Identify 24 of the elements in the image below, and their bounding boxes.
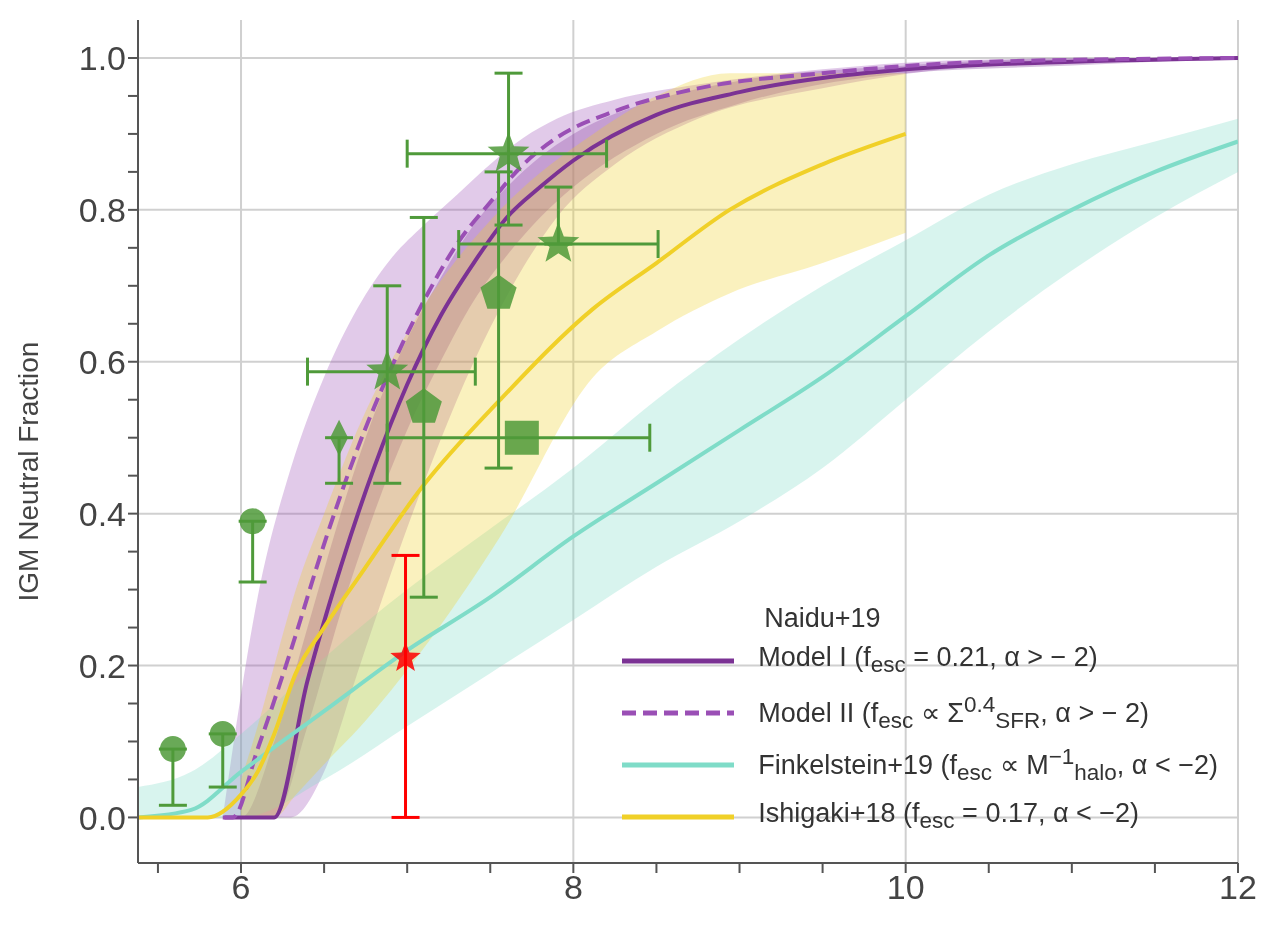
- point: [159, 736, 186, 763]
- y-axis-title: IGM Neutral Fraction: [12, 341, 44, 602]
- point: [366, 349, 409, 390]
- legend-label: Model II (f$_{esc}$ ∝ Σ$^{0.4}$$_{SFR}$, α > − 2): [758, 690, 1149, 736]
- legend-title: Naidu+19: [764, 602, 882, 635]
- legend-label: Ishigaki+18 (f$_{esc}$ = 0.17, α < −2): [758, 796, 1140, 836]
- point: [504, 420, 539, 455]
- point: [209, 720, 236, 747]
- x-tick-label: 8: [563, 868, 583, 907]
- y-tick-label: 0.4: [78, 494, 126, 533]
- point: [537, 222, 580, 262]
- x-tick-label: 12: [1219, 868, 1257, 907]
- y-tick-label: 0.6: [78, 342, 126, 381]
- y-tick-label: 0.2: [78, 646, 126, 685]
- legend-label: Model I (f$_{esc}$ = 0.21, α > − 2): [758, 640, 1098, 680]
- x-tick-label: 10: [886, 868, 925, 907]
- legend-label: Finkelstein+19 (f$_{esc}$ ∝ M$^{−1}$$_{halo}$, α < −2): [758, 742, 1218, 788]
- point: [405, 388, 442, 423]
- y-tick-label: 0.0: [78, 798, 126, 837]
- point: [239, 508, 266, 535]
- point: [480, 274, 517, 309]
- y-tick-label: 1.0: [78, 39, 126, 78]
- y-tick-label: 0.8: [78, 190, 126, 229]
- x-tick-label: 6: [231, 868, 251, 907]
